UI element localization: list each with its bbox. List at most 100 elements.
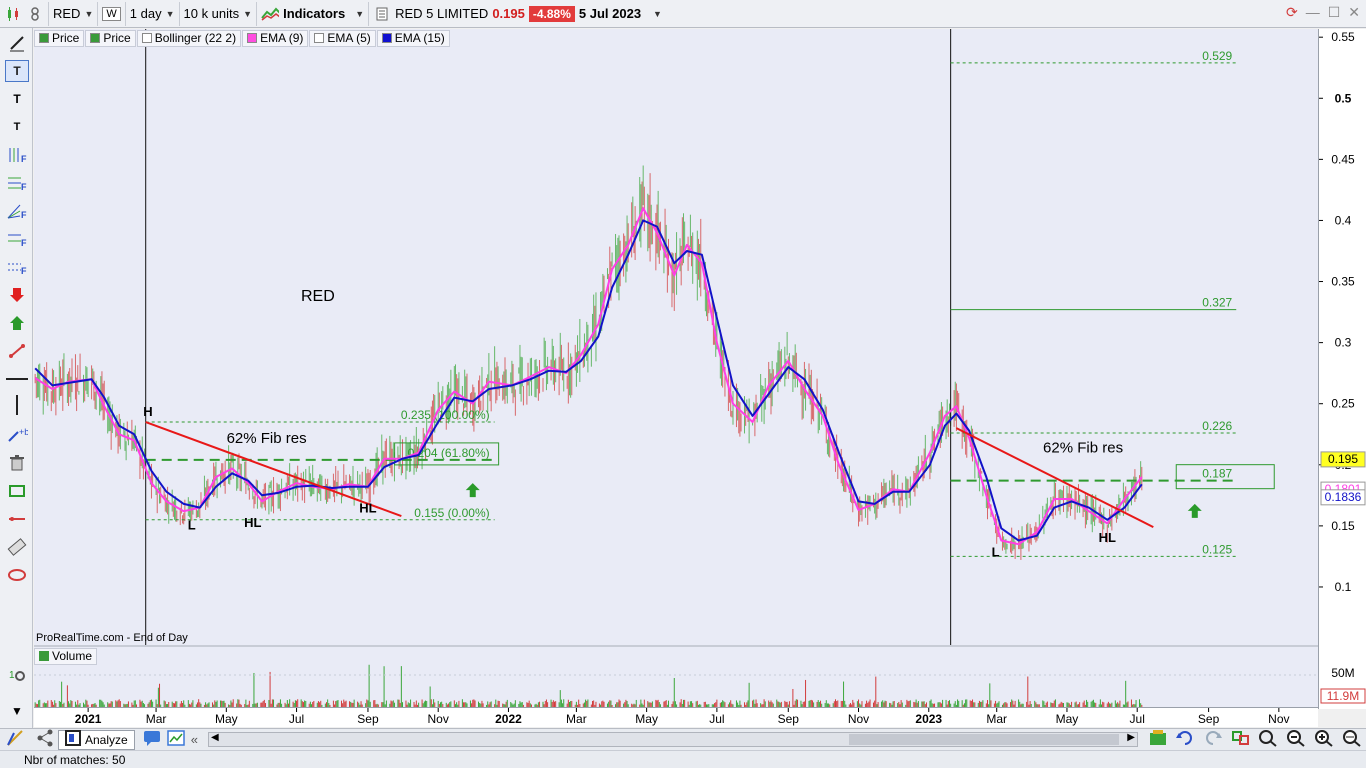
chat-icon[interactable] bbox=[143, 730, 161, 749]
refresh-icon[interactable]: ⟳ bbox=[1285, 4, 1298, 20]
ticker-label: RED bbox=[53, 6, 81, 21]
volume-tick-label: 50M bbox=[1331, 666, 1354, 680]
x-tick-label: Mar bbox=[146, 712, 167, 726]
fibonacci-vertical-icon[interactable]: F bbox=[5, 144, 29, 166]
legend-label: Price bbox=[103, 31, 131, 45]
legend-item[interactable]: Price bbox=[85, 29, 136, 47]
legend-swatch bbox=[90, 33, 101, 43]
fib-level-label: 0.529 bbox=[1202, 49, 1232, 63]
more-down-icon[interactable]: ▼ bbox=[11, 704, 23, 718]
price-pane[interactable]: 0.235 (100.00%) 0.204 (61.80%) 0.155 (0.00… bbox=[34, 29, 1318, 645]
price-axis[interactable]: 0.10.150.20.250.30.350.40.450.50.550.195… bbox=[1318, 29, 1366, 709]
link-icon bbox=[26, 5, 44, 23]
volume-pane[interactable]: Volume bbox=[34, 647, 1318, 707]
horizontal-scrollbar[interactable]: ◀ ▶ bbox=[208, 732, 1138, 747]
arrow-up-marker bbox=[465, 483, 480, 498]
last-price: 0.195 bbox=[492, 6, 525, 21]
redo-icon[interactable] bbox=[1204, 730, 1222, 749]
vertical-line-icon[interactable] bbox=[5, 394, 29, 416]
text-small-icon[interactable]: T bbox=[13, 121, 21, 133]
x-tick-label: Sep bbox=[357, 712, 379, 726]
compare-icon[interactable] bbox=[1232, 730, 1250, 749]
x-tick-label: 2023 bbox=[915, 712, 942, 726]
weekly-toggle[interactable]: W bbox=[98, 1, 126, 26]
pencil-icon[interactable] bbox=[5, 32, 29, 54]
fib-level-label: 0.204 (61.80%) bbox=[408, 446, 490, 460]
history-icon[interactable] bbox=[1148, 729, 1168, 750]
ticker-selector[interactable]: RED ▼ bbox=[49, 1, 99, 26]
fib-level-label: 0.125 bbox=[1202, 542, 1232, 556]
legend-item[interactable]: EMA (9) bbox=[242, 29, 309, 47]
time-axis[interactable]: 2021 Mar May Jul Sep Nov 2022 Mar May Jul Sep Nov 20… bbox=[34, 707, 1318, 727]
chevron-down-icon: ▼ bbox=[84, 8, 94, 19]
chart-type-button[interactable] bbox=[0, 1, 49, 26]
share-icon[interactable] bbox=[36, 729, 54, 750]
legend-label: EMA (5) bbox=[327, 31, 371, 45]
volume-legend-item[interactable]: Volume bbox=[34, 647, 98, 665]
ruler-icon[interactable] bbox=[5, 536, 29, 558]
source-note: ProRealTime.com - End of Day bbox=[36, 632, 188, 644]
svg-text:F: F bbox=[21, 266, 27, 276]
price-label-box bbox=[1320, 489, 1366, 506]
indicators-button[interactable]: Indicators ▼ bbox=[257, 1, 370, 26]
undo-icon[interactable] bbox=[1176, 730, 1194, 749]
ema-lines bbox=[34, 207, 1143, 546]
price-axis-svg: 0.10.150.20.250.30.350.40.450.50.550.195… bbox=[1319, 30, 1366, 704]
svg-text:F: F bbox=[21, 238, 27, 248]
ellipse-icon[interactable] bbox=[5, 564, 29, 586]
zoom-out-icon[interactable] bbox=[1286, 729, 1306, 750]
segment-icon[interactable] bbox=[5, 508, 29, 530]
volume-chart bbox=[34, 664, 1318, 707]
chevron-down-icon[interactable]: ▼ bbox=[653, 8, 662, 19]
x-tick-label: Mar bbox=[986, 712, 1007, 726]
legend-item[interactable]: EMA (5) bbox=[309, 29, 376, 47]
x-tick-label: Jul bbox=[1130, 712, 1145, 726]
trendlines bbox=[145, 421, 1154, 528]
scroll-left-double-icon[interactable]: « bbox=[190, 732, 198, 747]
scroll-left-icon[interactable]: ◀ bbox=[211, 732, 219, 743]
annotation-text: L bbox=[992, 544, 1000, 559]
fibonacci-levels: 0.235 (100.00%) 0.204 (61.80%) 0.155 (0.00… bbox=[145, 29, 1275, 645]
trendline bbox=[955, 427, 1154, 528]
analyze-tab[interactable]: Analyze bbox=[58, 729, 135, 750]
arrow-down-icon[interactable] bbox=[5, 284, 29, 306]
pane-separator[interactable] bbox=[34, 645, 1318, 647]
x-tick-label: 2022 bbox=[495, 712, 522, 726]
svg-text:F: F bbox=[21, 154, 27, 164]
legend-item[interactable]: Price bbox=[34, 29, 85, 47]
legend-item[interactable]: EMA (15) bbox=[376, 29, 450, 47]
units-selector[interactable]: 10 k units ▼ bbox=[180, 1, 258, 26]
fibonacci-time-icon[interactable]: F bbox=[5, 256, 29, 278]
price-label-box bbox=[1320, 451, 1366, 468]
text-bold-icon[interactable]: T bbox=[13, 92, 21, 106]
text-tool-icon[interactable]: T bbox=[5, 60, 29, 82]
settings-icon[interactable]: 1 bbox=[5, 664, 29, 686]
chart-window-icon[interactable] bbox=[166, 730, 185, 749]
fibonacci-fan-icon[interactable]: F bbox=[5, 200, 29, 222]
fibonacci-arc-icon[interactable]: F bbox=[5, 228, 29, 250]
trendline-icon[interactable] bbox=[5, 340, 29, 362]
arrow-up-icon[interactable] bbox=[5, 312, 29, 334]
zoom-reset-icon[interactable] bbox=[1342, 729, 1362, 750]
volume-last-label: 11.9M bbox=[1327, 689, 1359, 703]
svg-text:F: F bbox=[21, 210, 27, 220]
price-label: 0.195 bbox=[1328, 452, 1358, 466]
zoom-in-icon[interactable] bbox=[1314, 729, 1334, 750]
units-label: 10 k units bbox=[183, 6, 240, 21]
rectangle-icon[interactable] bbox=[5, 480, 29, 502]
legend-item[interactable]: Bollinger (22 2) bbox=[136, 29, 242, 47]
chart-pen-icon[interactable] bbox=[6, 729, 26, 750]
svg-text:F: F bbox=[21, 182, 27, 192]
trash-icon[interactable] bbox=[5, 452, 29, 474]
maximize-icon[interactable]: ☐ bbox=[1327, 4, 1341, 20]
magic-wand-icon[interactable]: +b bbox=[5, 424, 29, 446]
horizontal-line-icon[interactable] bbox=[5, 368, 29, 390]
close-icon[interactable]: ✕ bbox=[1348, 4, 1360, 20]
volume-legend-label: Volume bbox=[52, 649, 93, 663]
scroll-thumb[interactable] bbox=[849, 734, 1119, 745]
zoom-fit-icon[interactable] bbox=[1258, 729, 1278, 750]
minimize-icon[interactable]: — bbox=[1305, 4, 1320, 20]
scroll-right-icon[interactable]: ▶ bbox=[1127, 732, 1135, 743]
interval-selector[interactable]: 1 day ▼ bbox=[126, 1, 180, 26]
fibonacci-retracement-icon[interactable]: F bbox=[5, 172, 29, 194]
